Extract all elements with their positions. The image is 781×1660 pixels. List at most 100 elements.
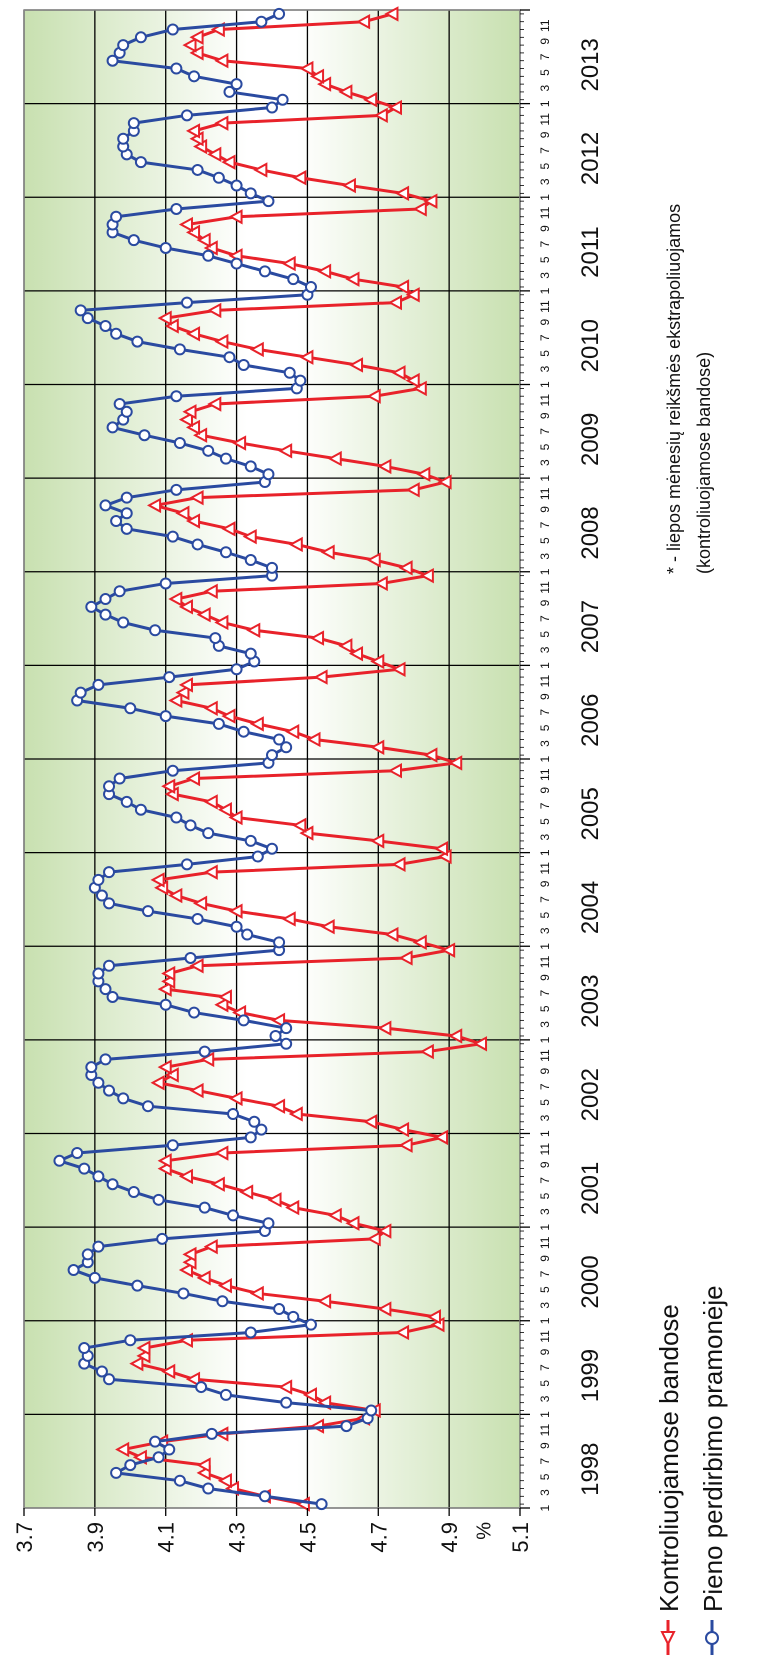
data-point-triangle xyxy=(189,1082,204,1099)
data-point-triangle xyxy=(161,778,176,794)
data-point-triangle xyxy=(292,170,307,186)
data-point-circle xyxy=(191,912,204,925)
month-tick-label: 7 xyxy=(538,990,552,997)
year-label: 2011 xyxy=(577,226,604,278)
month-tick-label: 3 xyxy=(538,1489,552,1496)
month-tick-label: 1 xyxy=(538,943,552,950)
data-point-circle xyxy=(124,702,137,715)
data-point-circle xyxy=(166,23,179,36)
month-tick-label: 1 xyxy=(538,194,552,201)
year-band xyxy=(24,103,520,198)
month-tick-label: 9 xyxy=(538,1068,552,1075)
data-point-circle xyxy=(269,1029,282,1042)
month-tick-label: 5 xyxy=(538,350,552,357)
footnote-line-2: (kontroliuojamose bandose) xyxy=(694,352,714,574)
year-label: 2001 xyxy=(577,1162,604,1215)
month-tick-label: 9 xyxy=(538,506,552,513)
data-point-triangle xyxy=(405,482,420,498)
data-point-circle xyxy=(88,1271,101,1284)
data-point-circle xyxy=(276,93,289,106)
month-tick-label: 1 xyxy=(538,1224,552,1231)
data-point-triangle xyxy=(203,583,218,599)
value-tick-label: 4.3 xyxy=(225,1522,250,1553)
month-tick-label: 11 xyxy=(538,300,552,313)
data-point-circle xyxy=(92,967,105,980)
data-point-circle xyxy=(127,1186,140,1199)
data-point-circle xyxy=(184,951,197,964)
data-point-circle xyxy=(273,1303,286,1316)
month-tick-label: 3 xyxy=(538,646,552,653)
month-tick-label: 3 xyxy=(538,365,552,372)
data-point-triangle xyxy=(217,802,232,818)
data-point-triangle xyxy=(249,1285,264,1302)
year-band xyxy=(24,197,520,291)
data-point-triangle xyxy=(423,193,438,209)
value-tick-label: 4.9 xyxy=(437,1522,462,1553)
data-point-circle xyxy=(117,1092,130,1105)
data-point-circle xyxy=(120,522,133,535)
data-point-triangle xyxy=(278,443,293,459)
data-point-circle xyxy=(74,686,87,699)
data-point-circle xyxy=(223,351,236,364)
data-point-triangle xyxy=(214,115,229,131)
month-tick-label: 9 xyxy=(538,880,552,887)
data-point-circle xyxy=(124,1459,137,1472)
data-point-triangle xyxy=(338,84,353,100)
data-point-circle xyxy=(159,998,172,1011)
month-tick-label: 5 xyxy=(538,537,552,544)
data-point-circle xyxy=(184,819,197,832)
data-point-circle xyxy=(81,1248,94,1261)
data-point-triangle xyxy=(267,1192,282,1208)
data-point-triangle xyxy=(281,911,296,927)
data-point-circle xyxy=(244,554,257,567)
year-label: 2006 xyxy=(577,693,604,746)
data-point-triangle xyxy=(306,731,321,748)
month-tick-label: 3 xyxy=(538,1395,552,1402)
data-point-circle xyxy=(273,7,286,20)
data-point-circle xyxy=(103,780,116,793)
data-point-triangle xyxy=(394,1121,410,1138)
data-point-triangle xyxy=(178,1262,193,1278)
data-point-triangle xyxy=(146,497,162,514)
data-point-triangle xyxy=(164,1067,179,1083)
month-tick-label: 3 xyxy=(538,833,552,840)
data-point-triangle xyxy=(129,1355,144,1372)
data-point-circle xyxy=(173,437,186,450)
data-point-triangle xyxy=(157,981,172,997)
data-point-circle xyxy=(244,1131,257,1144)
data-point-circle xyxy=(110,515,123,528)
data-point-triangle xyxy=(412,934,427,951)
data-point-triangle xyxy=(387,763,402,779)
month-tick-label: 9 xyxy=(538,412,552,419)
data-point-triangle xyxy=(363,92,378,108)
month-tick-label: 3 xyxy=(538,1021,552,1028)
data-point-circle xyxy=(159,710,172,723)
data-point-triangle xyxy=(285,1199,300,1216)
month-tick-label: 1 xyxy=(538,381,552,388)
data-point-circle xyxy=(241,928,254,941)
data-point-circle xyxy=(85,1061,98,1074)
data-point-triangle xyxy=(387,294,402,311)
month-tick-label: 5 xyxy=(538,724,552,731)
year-label: 2007 xyxy=(577,600,604,653)
data-point-circle xyxy=(138,429,151,442)
month-tick-label: 11 xyxy=(538,1143,552,1156)
data-point-circle xyxy=(177,1287,190,1300)
month-tick-label: 5 xyxy=(538,818,552,825)
data-point-circle xyxy=(230,78,243,91)
data-point-circle xyxy=(230,257,243,270)
data-point-triangle xyxy=(182,404,197,420)
legend-label-blue: Pieno perdirbimo pramonėje xyxy=(698,1285,728,1612)
data-point-circle xyxy=(127,117,140,130)
data-point-circle xyxy=(110,327,123,340)
data-point-circle xyxy=(202,249,215,262)
legend-entry-red: Kontroliuojamose bandose xyxy=(654,1304,684,1655)
month-tick-label: 11 xyxy=(538,394,552,407)
month-tick-label: 11 xyxy=(538,581,552,594)
data-point-triangle xyxy=(249,716,264,732)
month-tick-label: 1 xyxy=(538,849,552,856)
data-point-triangle xyxy=(377,1020,392,1036)
data-point-circle xyxy=(273,733,286,746)
month-tick-label: 1 xyxy=(538,1036,552,1043)
